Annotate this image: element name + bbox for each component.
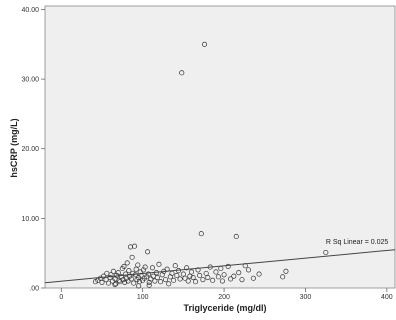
data-point bbox=[195, 267, 201, 273]
data-point bbox=[198, 231, 204, 237]
data-point bbox=[256, 271, 262, 277]
data-point bbox=[172, 263, 178, 269]
data-point bbox=[107, 275, 113, 281]
data-point bbox=[145, 271, 151, 277]
data-point bbox=[131, 243, 138, 249]
x-tick-label: 100 bbox=[137, 294, 149, 301]
data-point bbox=[110, 268, 116, 274]
data-point bbox=[154, 275, 160, 281]
data-point bbox=[101, 273, 107, 279]
data-point bbox=[239, 277, 245, 283]
data-point bbox=[129, 254, 135, 260]
data-point bbox=[231, 273, 237, 279]
data-point bbox=[203, 270, 209, 276]
fit-line bbox=[44, 249, 396, 284]
data-point bbox=[180, 271, 186, 277]
data-point bbox=[174, 272, 180, 279]
data-point bbox=[115, 270, 121, 276]
data-point bbox=[112, 281, 118, 288]
data-point bbox=[92, 279, 99, 285]
data-point bbox=[245, 267, 252, 273]
data-point bbox=[152, 278, 158, 284]
data-point bbox=[127, 273, 133, 279]
y-tick-label: 20.00 bbox=[21, 146, 39, 153]
data-point bbox=[128, 276, 134, 282]
y-axis: .00 10.00 20.00 30.00 40.00 bbox=[21, 7, 45, 293]
data-point bbox=[233, 233, 239, 240]
data-point bbox=[250, 275, 256, 281]
data-point bbox=[215, 274, 221, 280]
data-point bbox=[177, 276, 183, 282]
y-tick-label: 30.00 bbox=[21, 77, 39, 84]
data-point bbox=[190, 275, 196, 281]
data-point bbox=[166, 281, 172, 287]
data-point bbox=[210, 277, 216, 283]
x-tick-label: 300 bbox=[300, 294, 312, 301]
data-point bbox=[99, 279, 105, 285]
fit-line-group: R Sq Linear = 0.025 bbox=[44, 239, 396, 284]
plot-area bbox=[44, 5, 396, 289]
data-point bbox=[145, 249, 151, 255]
data-point bbox=[201, 41, 208, 47]
data-point bbox=[126, 268, 132, 274]
y-tick-label: 40.00 bbox=[21, 7, 39, 14]
y-axis-title: hsCRP (mg/L) bbox=[9, 118, 19, 177]
x-tick-label: 200 bbox=[218, 294, 230, 301]
data-point bbox=[130, 270, 136, 276]
y-tick-label: 10.00 bbox=[21, 216, 39, 223]
y-tick-label: .00 bbox=[29, 286, 39, 293]
x-tick-label: 0 bbox=[59, 294, 63, 301]
data-point bbox=[141, 275, 147, 281]
data-point bbox=[185, 278, 191, 284]
data-point bbox=[149, 265, 155, 271]
data-point bbox=[179, 70, 185, 76]
data-point bbox=[197, 272, 203, 279]
data-point bbox=[221, 272, 227, 278]
data-point bbox=[131, 280, 137, 286]
data-point bbox=[213, 269, 219, 275]
data-point bbox=[135, 262, 141, 268]
data-point bbox=[136, 283, 142, 289]
data-point bbox=[146, 282, 152, 288]
x-axis: 0 100 200 300 400 bbox=[59, 288, 393, 301]
data-point bbox=[219, 278, 225, 284]
data-point bbox=[193, 279, 199, 285]
data-point bbox=[200, 277, 206, 283]
data-point bbox=[283, 268, 289, 274]
data-point bbox=[205, 275, 211, 281]
data-point bbox=[113, 281, 119, 287]
data-point bbox=[122, 279, 128, 285]
data-point bbox=[124, 260, 130, 266]
data-point bbox=[228, 276, 234, 282]
data-point bbox=[142, 264, 148, 270]
data-point bbox=[133, 266, 139, 272]
data-point bbox=[118, 274, 125, 280]
data-point bbox=[187, 273, 193, 279]
data-point bbox=[140, 267, 147, 273]
data-point bbox=[144, 274, 150, 280]
data-point bbox=[225, 263, 231, 269]
data-point bbox=[162, 277, 169, 283]
fit-line-label: R Sq Linear = 0.025 bbox=[326, 239, 389, 246]
data-point bbox=[121, 263, 127, 269]
data-point bbox=[105, 280, 112, 286]
x-tick-label: 400 bbox=[381, 294, 393, 301]
data-point bbox=[182, 275, 188, 281]
data-point bbox=[171, 277, 177, 283]
data-point bbox=[156, 261, 162, 267]
data-point bbox=[280, 274, 286, 280]
data-point bbox=[236, 270, 242, 276]
data-point bbox=[188, 269, 195, 275]
data-point bbox=[158, 279, 164, 285]
x-axis-title: Triglyceride (mg/dl) bbox=[183, 303, 266, 313]
data-point bbox=[323, 249, 329, 256]
data-point bbox=[184, 265, 190, 271]
data-point bbox=[120, 277, 126, 283]
